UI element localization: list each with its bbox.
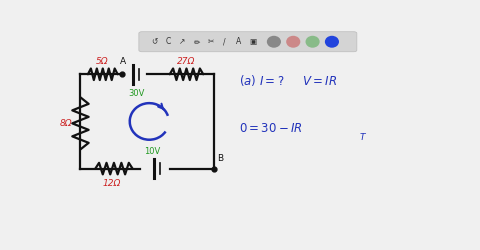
Text: ▣: ▣ <box>250 37 257 46</box>
Text: 5Ω: 5Ω <box>96 57 108 66</box>
Text: 12Ω: 12Ω <box>103 178 121 188</box>
Ellipse shape <box>267 36 281 48</box>
Text: ↺: ↺ <box>151 37 157 46</box>
FancyBboxPatch shape <box>139 32 357 52</box>
Ellipse shape <box>305 36 320 48</box>
Text: 10V: 10V <box>144 147 160 156</box>
Text: $(a)\ I = ?\ \ \ \ \ V = IR$: $(a)\ I = ?\ \ \ \ \ V = IR$ <box>239 72 337 88</box>
Text: $T$: $T$ <box>360 131 368 142</box>
Text: C: C <box>166 37 171 46</box>
Text: ✏: ✏ <box>193 37 200 46</box>
Text: $0 = 30 - IR$: $0 = 30 - IR$ <box>239 122 302 135</box>
Text: 27Ω: 27Ω <box>177 57 196 66</box>
Text: ↗: ↗ <box>179 37 186 46</box>
Text: 30V: 30V <box>128 89 144 98</box>
Text: B: B <box>217 154 223 164</box>
Text: A: A <box>236 37 241 46</box>
Text: A: A <box>120 57 126 66</box>
Ellipse shape <box>286 36 300 48</box>
Ellipse shape <box>325 36 339 48</box>
Text: /: / <box>224 37 226 46</box>
Text: ✂: ✂ <box>207 37 214 46</box>
Text: 8Ω: 8Ω <box>60 119 72 128</box>
